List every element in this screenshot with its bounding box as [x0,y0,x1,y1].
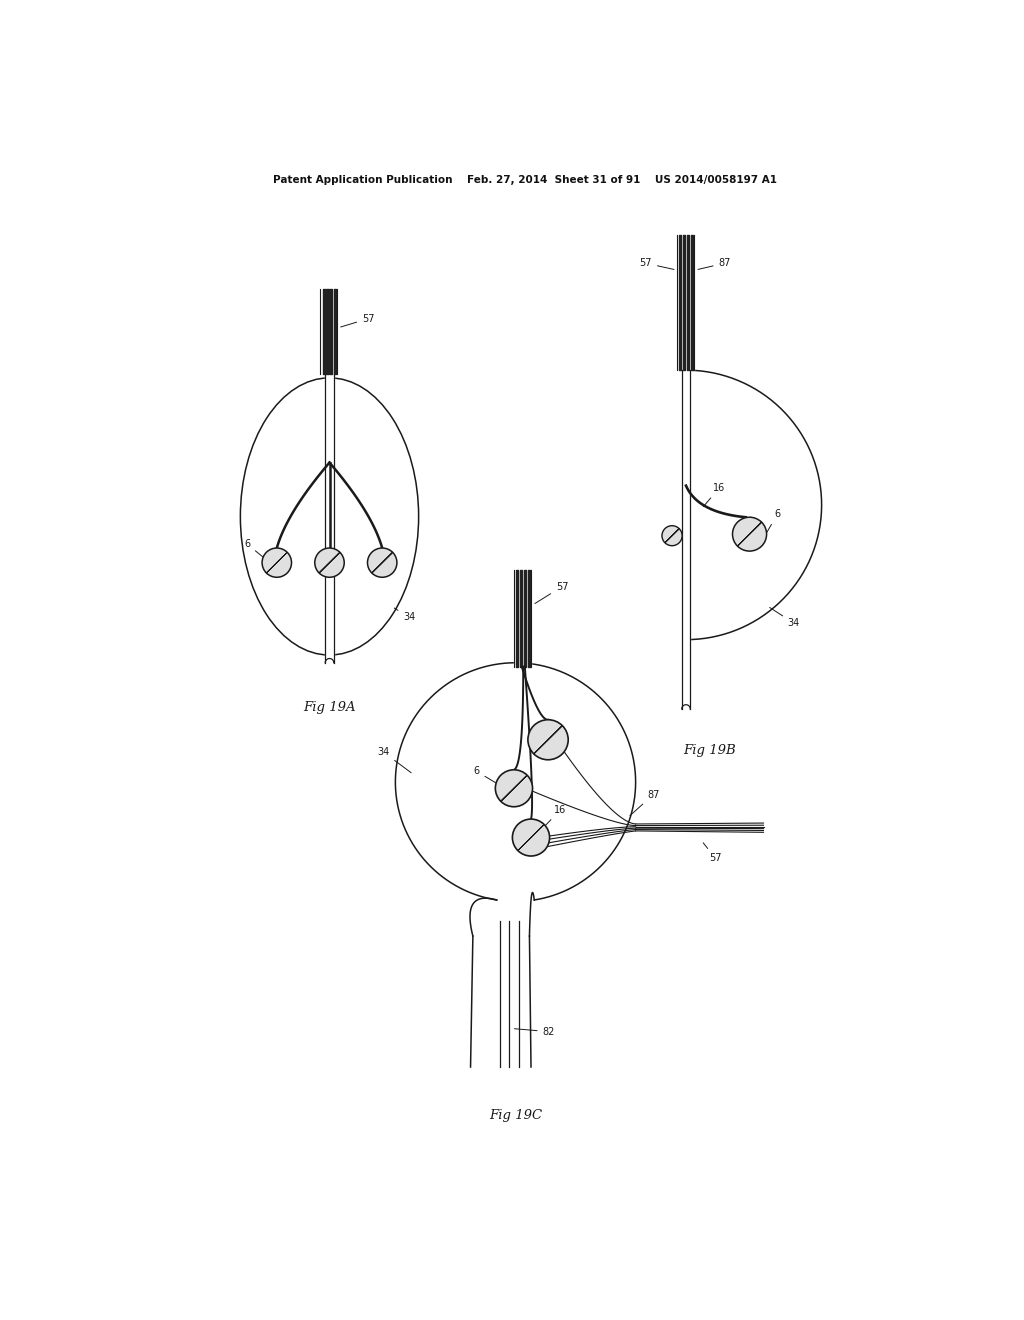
Circle shape [528,719,568,760]
Text: 82: 82 [514,1027,555,1036]
Text: Patent Application Publication    Feb. 27, 2014  Sheet 31 of 91    US 2014/00581: Patent Application Publication Feb. 27, … [272,176,777,185]
Text: 6: 6 [245,540,263,557]
Circle shape [512,818,550,857]
Circle shape [732,517,767,552]
Text: 57: 57 [640,259,674,269]
Text: 34: 34 [394,609,416,623]
Circle shape [496,770,532,807]
Circle shape [368,548,397,577]
Text: 57: 57 [341,314,375,327]
Circle shape [314,548,344,577]
Text: Fig 19A: Fig 19A [303,701,355,714]
Text: 6: 6 [474,767,496,783]
Text: 57: 57 [703,842,722,863]
Text: 87: 87 [698,259,731,269]
Text: Fig 19C: Fig 19C [488,1109,542,1122]
Text: Fig 19B: Fig 19B [683,743,735,756]
Text: 87: 87 [630,789,659,816]
Text: 34: 34 [770,607,800,628]
Text: 57: 57 [535,582,568,603]
Text: 16: 16 [545,805,566,826]
Circle shape [262,548,292,577]
Text: 34: 34 [378,747,412,772]
Circle shape [662,525,682,545]
Text: 16: 16 [703,483,725,507]
Text: 6: 6 [765,510,780,536]
